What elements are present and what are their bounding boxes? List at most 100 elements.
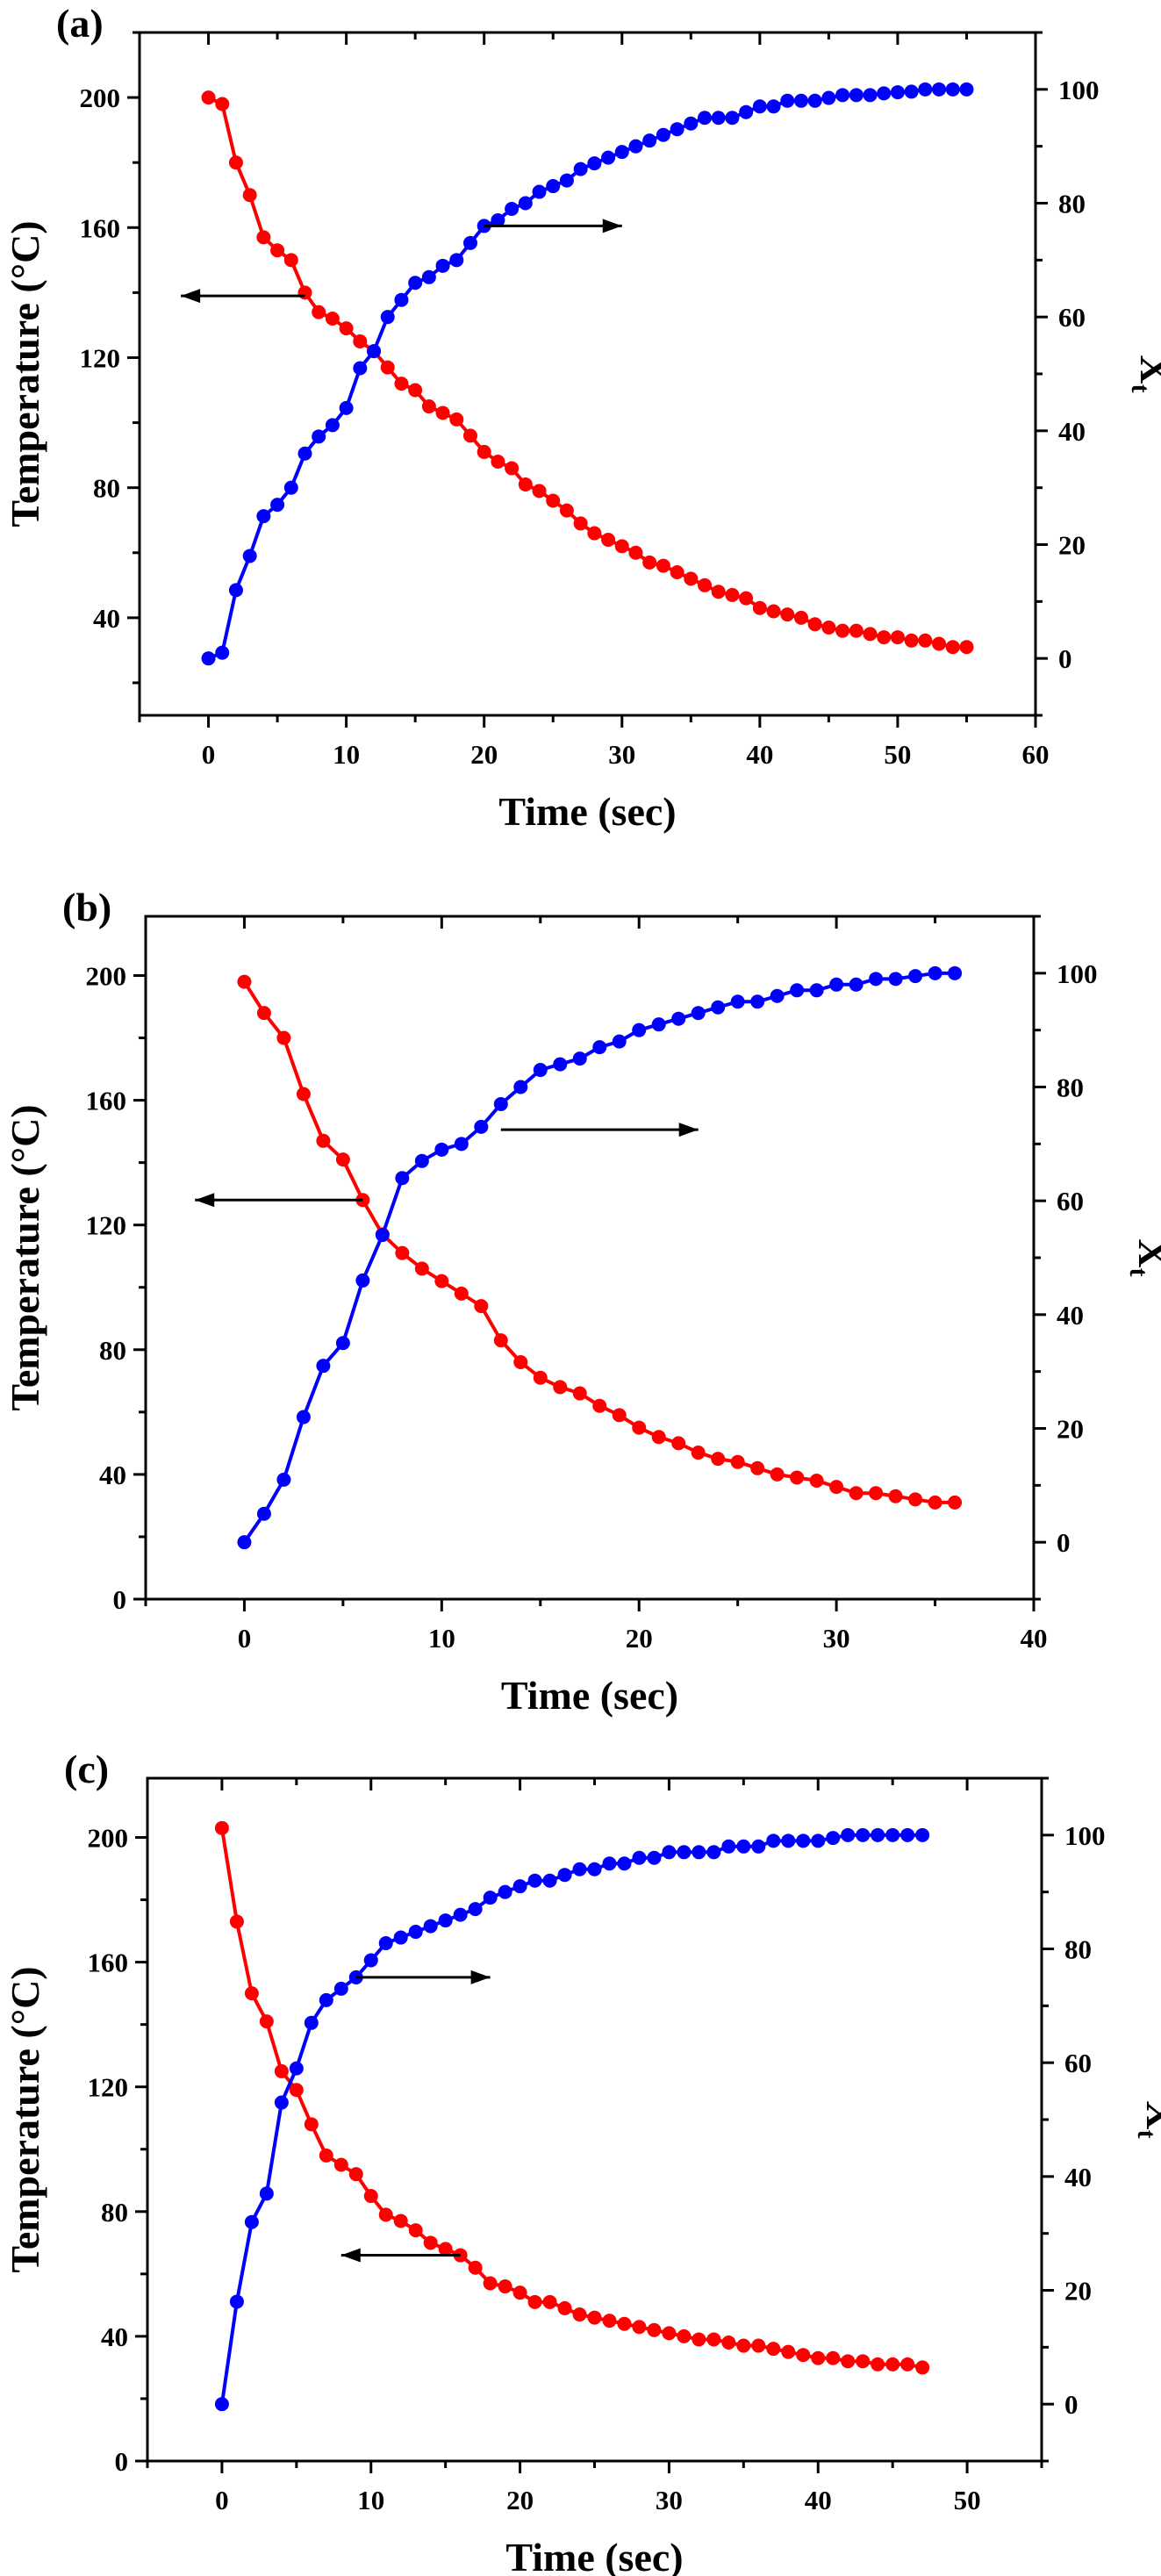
data-point-temperature [270,243,285,258]
data-point-xt [276,1472,291,1487]
data-point-xt [393,1930,408,1945]
panel-c: (c) 0 10 20 30 40 50 0 40 80 120 160 200 0 20 40 60 80 100… [3,1747,1161,2576]
data-point-temperature [454,1286,469,1301]
data-point-temperature [684,571,699,586]
y-tick-label: 200 [86,960,127,991]
data-point-temperature [592,1398,607,1413]
data-point-temperature [573,516,588,531]
data-point-xt [780,93,795,108]
data-point-temperature [395,1245,410,1260]
data-point-xt [453,1907,468,1922]
data-point-temperature [572,1386,587,1401]
y2-tick-label: 20 [1064,2276,1092,2307]
data-point-temperature [542,2294,557,2309]
data-point-xt [289,2061,304,2076]
data-point-xt [215,645,230,660]
data-point-temperature [770,1467,785,1482]
data-point-temperature [711,1452,726,1467]
data-point-xt [363,1953,378,1968]
data-point-temperature [348,2167,363,2182]
data-point-temperature [677,2328,692,2343]
data-point-temperature [601,532,616,547]
data-point-xt [304,2015,319,2030]
data-point-temperature [617,2316,632,2331]
data-point-temperature [711,585,726,599]
data-point-xt [730,994,745,1009]
data-point-temperature [325,312,340,326]
data-point-xt [335,1336,350,1351]
data-point-temperature [229,1914,244,1929]
data-point-xt [691,1006,706,1021]
data-point-xt [513,1080,528,1094]
data-point-xt [750,994,765,1009]
y2-axis-title-subscript: t [1126,384,1155,393]
data-point-xt [770,988,785,1003]
data-point-xt [214,2397,229,2412]
y2-tick-label: 80 [1058,189,1086,219]
data-point-xt [512,1879,527,1894]
y-tick-label: 40 [101,2321,128,2352]
data-point-temperature [752,600,767,615]
data-point-temperature [829,1480,844,1495]
x-tick-label: 40 [805,2485,832,2515]
y2-tick-label: 40 [1057,1300,1084,1331]
series-line-temperature [207,96,967,649]
x-tick-label: 50 [884,739,911,770]
x-tick-label: 10 [428,1623,455,1654]
data-point-xt [632,1850,647,1865]
data-point-temperature [319,2148,333,2163]
data-point-xt [435,258,450,273]
data-point-xt [355,1273,370,1288]
data-point-xt [297,446,312,461]
y2-tick-label: 80 [1064,1934,1092,1965]
y-tick-label: 0 [113,1584,127,1615]
data-point-xt [375,1228,390,1243]
data-point-xt [647,1850,662,1865]
y2-tick-label: 80 [1057,1073,1084,1103]
data-point-xt [766,1833,781,1848]
arrow-head-icon [195,1193,215,1208]
panel-label: (a) [56,1,104,46]
data-point-xt [945,82,960,97]
data-point-xt [959,82,974,97]
data-point-xt [256,1506,271,1521]
data-point-xt [394,292,409,307]
data-point-xt [423,1919,438,1934]
x-tick-label: 0 [202,739,216,770]
data-point-xt [888,972,903,987]
data-point-temperature [449,412,464,427]
x-tick-label: 10 [333,739,360,770]
data-point-xt [766,99,781,114]
data-point-xt [505,201,520,216]
data-point-xt [632,1023,647,1037]
data-point-xt [395,1171,410,1186]
data-point-xt [601,150,616,165]
data-point-xt [587,156,602,171]
data-point-xt [493,1096,508,1111]
data-point-xt [829,977,844,992]
data-point-xt [656,127,670,142]
data-point-temperature [363,2189,378,2204]
data-point-temperature [215,97,230,111]
data-point-temperature [408,2223,423,2238]
data-point-xt [283,480,298,495]
y-tick-label: 200 [88,1822,129,1853]
y2-axis-title: Xt [1132,2100,1161,2138]
data-point-xt [559,173,574,188]
data-point-xt [270,498,285,513]
data-point-temperature [766,604,781,619]
data-point-temperature [421,399,436,414]
data-point-xt [201,651,216,666]
data-point-temperature [959,640,974,655]
y-tick-label: 120 [80,342,121,373]
data-point-temperature [333,2157,348,2172]
data-point-xt [628,139,643,154]
data-point-temperature [928,1495,942,1510]
data-point-xt [614,145,629,160]
series-line-temperature [219,1827,923,2370]
data-point-temperature [821,620,836,635]
y-axis-title: Temperature (°C) [3,1104,47,1410]
y2-tick-label: 60 [1064,2048,1092,2078]
data-point-temperature [378,2207,393,2222]
y2-axis-title-subscript: t [1132,2130,1161,2139]
